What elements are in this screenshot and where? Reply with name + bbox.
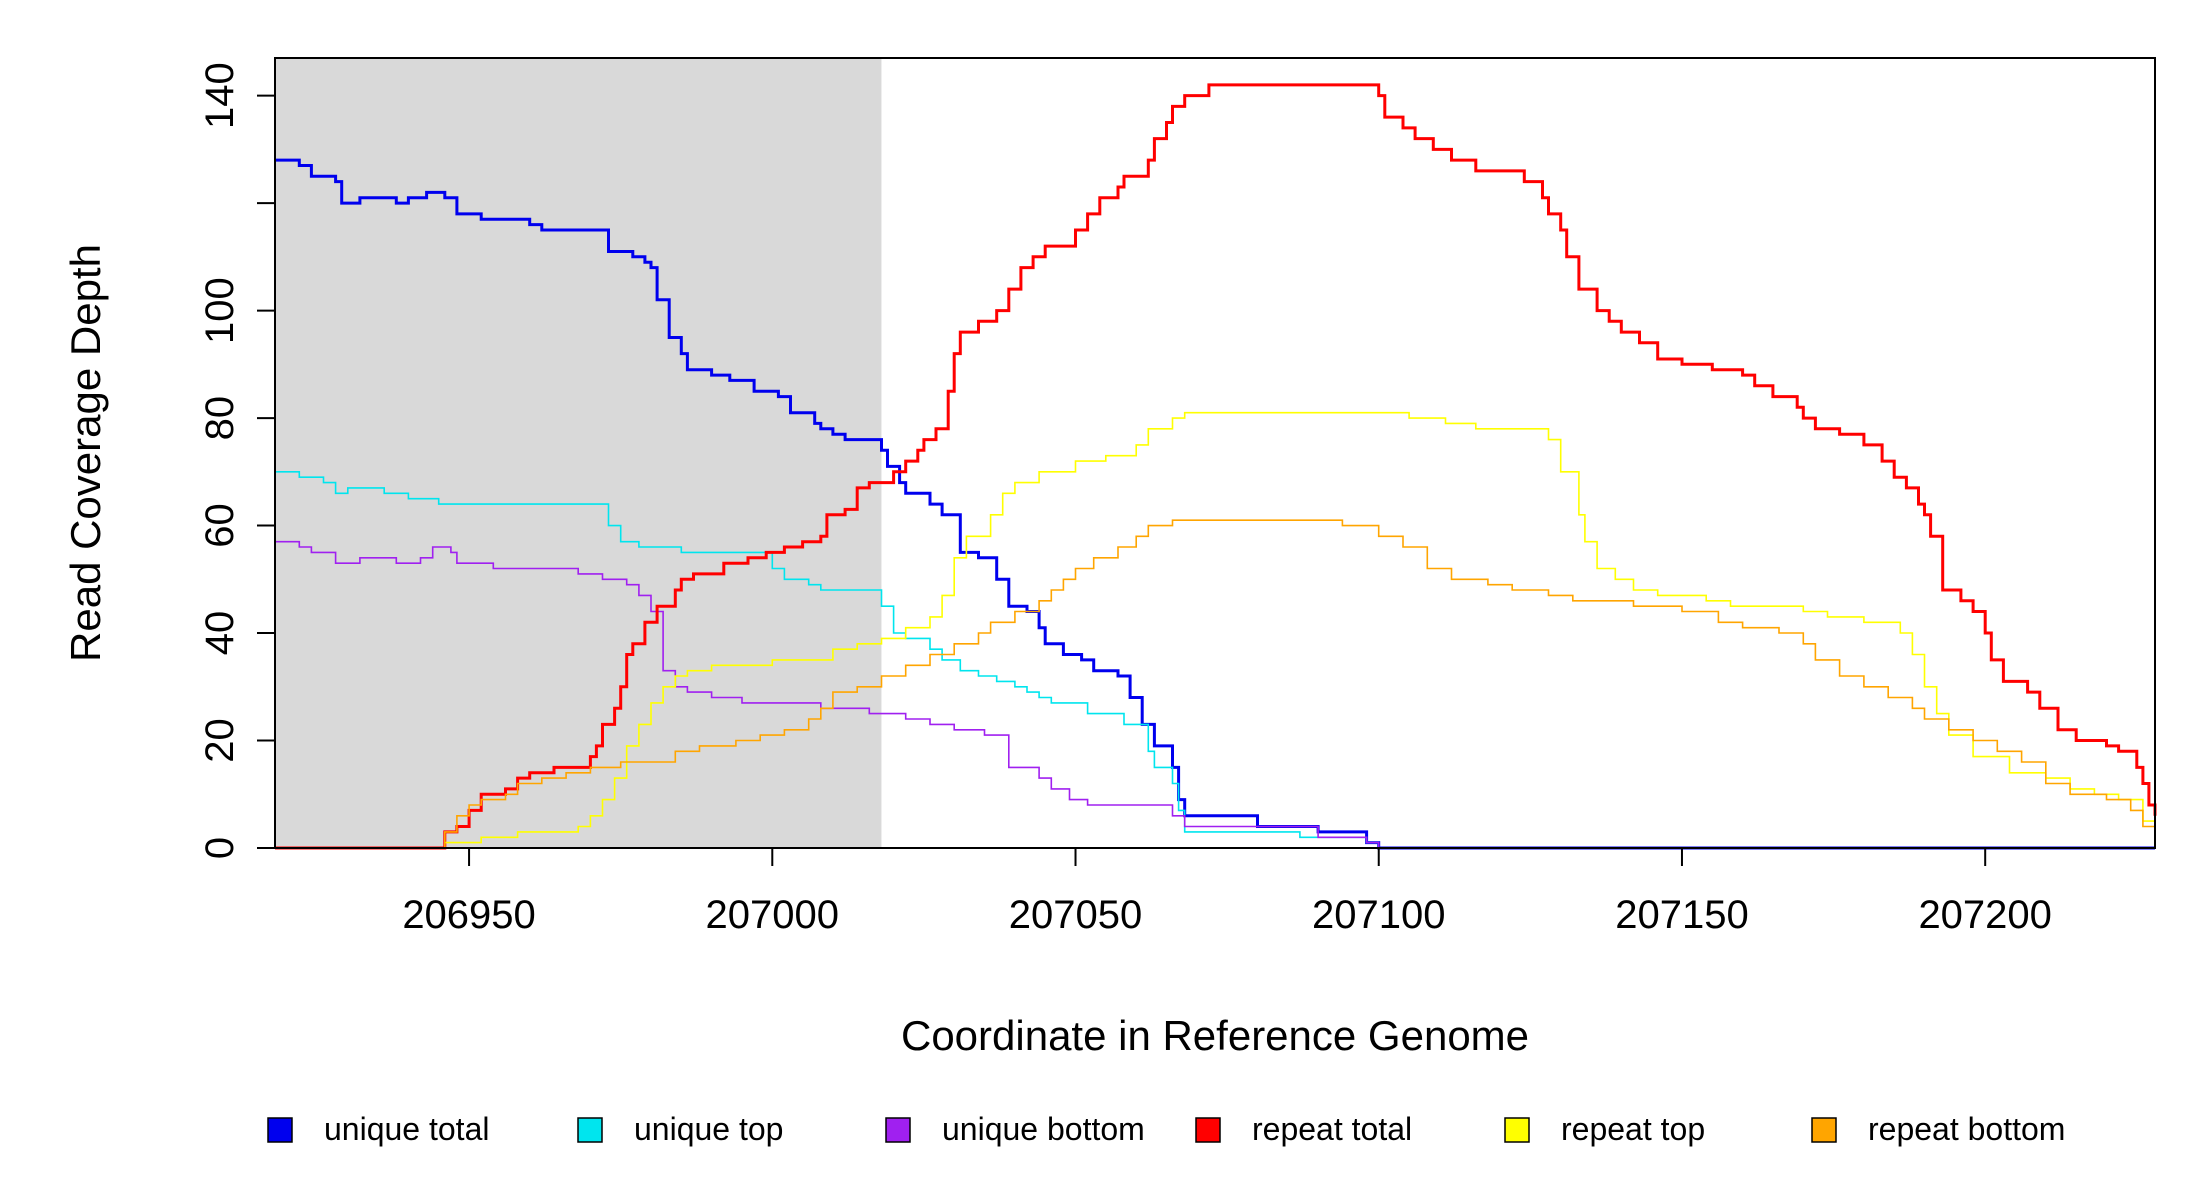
x-tick-label: 207100	[1312, 893, 1445, 937]
legend-label: unique top	[634, 1111, 783, 1147]
legend-label: unique total	[324, 1111, 489, 1147]
legend-swatch	[1504, 1117, 1530, 1143]
y-tick-label: 20	[198, 718, 242, 763]
x-axis-title: Coordinate in Reference Genome	[901, 1012, 1529, 1059]
legend-label: repeat top	[1561, 1111, 1705, 1147]
legend-swatch	[267, 1117, 293, 1143]
x-tick-label: 207000	[706, 893, 839, 937]
plot-frame	[274, 57, 2156, 849]
shaded-region	[275, 58, 882, 848]
shaded-region-layer	[275, 58, 882, 848]
series-line-unique-bottom	[275, 540, 2155, 849]
x-tick-label: 207150	[1615, 893, 1748, 937]
legend-swatch	[1195, 1117, 1221, 1143]
y-axis: 0 20 40 60 80 100 140	[198, 62, 275, 859]
y-tick-label: 140	[198, 62, 242, 129]
series-line-unique-top	[275, 471, 2155, 849]
x-tick-label: 206950	[402, 893, 535, 937]
series-line-repeat-bottom	[275, 519, 2156, 849]
x-axis: 206950 207000 207050 207100 207150 207200	[402, 848, 2052, 937]
series-line-unique-total	[275, 158, 2155, 850]
y-tick-label: 80	[198, 396, 242, 441]
y-tick-label: 40	[198, 611, 242, 656]
x-tick-label: 207050	[1009, 893, 1142, 937]
legend-swatch	[885, 1117, 911, 1143]
x-tick-label: 207200	[1918, 893, 2051, 937]
series-line-repeat-total	[275, 83, 2157, 850]
legend: unique total unique top unique bottom repea…	[267, 1111, 2065, 1147]
legend-label: repeat total	[1252, 1111, 1412, 1147]
y-tick-label: 0	[198, 837, 242, 859]
legend-swatch	[1811, 1117, 1837, 1143]
legend-swatch	[577, 1117, 603, 1143]
legend-label: repeat bottom	[1868, 1111, 2065, 1147]
y-tick-label: 100	[198, 277, 242, 344]
series-line-repeat-top	[275, 411, 2156, 849]
legend-label: unique bottom	[942, 1111, 1145, 1147]
series-layer	[275, 83, 2157, 850]
y-axis-title: Read Coverage Depth	[62, 244, 109, 662]
y-tick-label: 60	[198, 503, 242, 548]
